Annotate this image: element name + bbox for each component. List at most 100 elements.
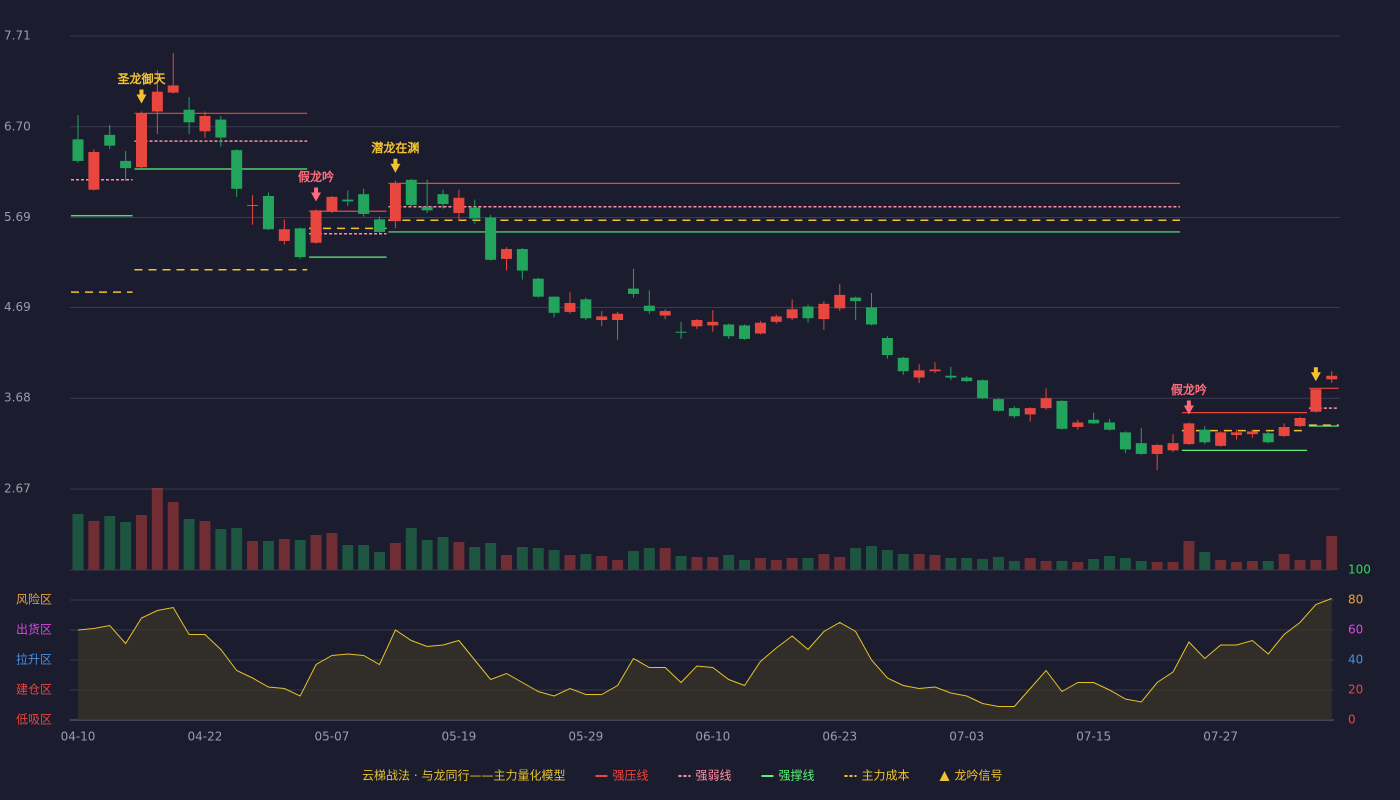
candle-body [135, 113, 147, 168]
volume-bar [1183, 541, 1195, 570]
x-tick-label: 06-23 [822, 730, 857, 744]
candle-body [691, 320, 703, 327]
candle-body [1104, 422, 1116, 430]
volume-bar [897, 554, 909, 570]
indicator-tick-label: 0 [1348, 713, 1356, 727]
volume-bar [1278, 554, 1290, 570]
candle-body [548, 296, 560, 313]
volume-bar [516, 547, 528, 570]
candle-body [675, 331, 687, 333]
x-tick-label: 04-22 [188, 730, 223, 744]
candle-body [1246, 431, 1258, 435]
candle-body [659, 311, 671, 316]
volume-bar [1088, 559, 1100, 570]
legend-title: 云梯战法 · 与龙同行——主力量化模型 [362, 769, 565, 783]
volume-bar [754, 558, 766, 570]
candle-body [199, 115, 211, 132]
candle-body [850, 297, 862, 302]
candle-body [1294, 417, 1306, 427]
volume-bar [1119, 558, 1131, 570]
volume-bar [881, 550, 893, 570]
candle-body [866, 307, 877, 325]
volume-bar [485, 543, 497, 570]
volume-bar [786, 558, 798, 570]
candle-body [754, 322, 766, 334]
candle-body [1167, 443, 1179, 451]
zone-label: 出货区 [16, 622, 52, 637]
candle-body [104, 134, 116, 146]
candle-body [1199, 429, 1211, 443]
zone-label: 风险区 [16, 592, 52, 607]
candle-body [739, 325, 751, 339]
candle-body [310, 210, 322, 243]
candle-body [247, 204, 259, 206]
signal-label: 潜龙在渊 [371, 140, 419, 155]
volume-bar [1104, 556, 1116, 570]
volume-bar [500, 555, 512, 570]
indicator-tick-label: 20 [1348, 683, 1363, 697]
volume-bar [389, 543, 401, 570]
volume-bar [120, 522, 132, 570]
x-tick-label: 07-15 [1076, 730, 1111, 744]
indicator-area [78, 598, 1332, 720]
candle-body [294, 228, 306, 258]
x-tick-label: 04-10 [61, 730, 96, 744]
indicator-line [77, 598, 1332, 707]
candle-body [453, 197, 465, 214]
volume-bar [1310, 560, 1322, 570]
volume-bar [437, 537, 449, 570]
candle-body [1183, 423, 1195, 445]
volume-bar [723, 555, 735, 570]
volume-bar [231, 528, 243, 570]
volume-bar [1246, 561, 1258, 570]
candle-body [992, 399, 1004, 411]
volume-bar [834, 557, 846, 570]
volume-bar [215, 529, 227, 570]
candle-body [358, 194, 370, 214]
y-tick-label: 6.70 [4, 119, 31, 133]
candle-body [1215, 432, 1227, 446]
candle-body [612, 313, 624, 321]
candle-body [929, 369, 941, 372]
zone-label: 拉升区 [16, 652, 52, 667]
candle-body [374, 219, 386, 232]
candle-body [421, 206, 433, 211]
y-tick-label: 2.67 [4, 482, 31, 496]
volume-bar [929, 555, 941, 570]
candle-body [1056, 400, 1068, 429]
candle-body [469, 207, 481, 219]
candle-body [643, 305, 655, 312]
candle-body [1072, 422, 1084, 427]
candle-body [183, 109, 195, 123]
volume-bar [358, 545, 370, 570]
volume-bar [1072, 562, 1084, 570]
volume-bar [1024, 558, 1036, 570]
candle-body [1008, 408, 1020, 417]
candle-body [707, 321, 719, 326]
volume-bar [961, 558, 973, 570]
signal-label: 假龙吟 [298, 169, 334, 184]
x-tick-label: 05-29 [568, 730, 603, 744]
candle-body [326, 196, 338, 212]
volume-bar [627, 551, 639, 570]
volume-bar [548, 550, 560, 570]
candle-body [1326, 375, 1338, 380]
volume-bar [1262, 561, 1274, 570]
signal-arrow [1183, 400, 1194, 415]
legend-label: 强撑线 [778, 768, 814, 783]
legend-label: 强弱线 [695, 769, 731, 783]
candle-body [1278, 426, 1290, 436]
volume-bar [1056, 561, 1068, 570]
volume-bar [405, 528, 417, 570]
volume-bar [247, 541, 259, 570]
volume-bar [453, 542, 465, 570]
volume-bar [913, 554, 925, 570]
volume-bar [469, 547, 481, 570]
candle-body [913, 370, 925, 378]
volume-bar [977, 559, 989, 570]
x-tick-label: 05-07 [314, 730, 349, 744]
candle-body [1151, 444, 1163, 454]
volume-bar [374, 552, 386, 570]
candle-body [1040, 398, 1052, 409]
candle-body [72, 139, 84, 161]
